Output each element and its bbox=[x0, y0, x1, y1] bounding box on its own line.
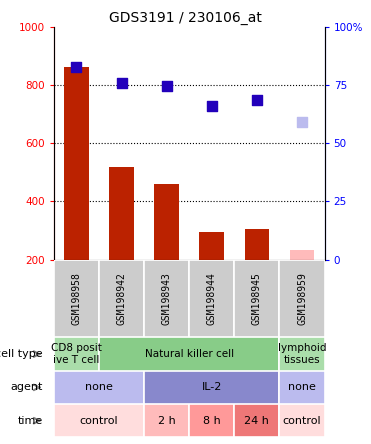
Bar bbox=[144, 260, 189, 337]
Text: control: control bbox=[283, 416, 321, 426]
Bar bbox=[144, 371, 279, 404]
Text: none: none bbox=[288, 382, 316, 392]
Point bbox=[254, 96, 260, 103]
Bar bbox=[234, 260, 279, 337]
Text: control: control bbox=[80, 416, 118, 426]
Bar bbox=[99, 260, 144, 337]
Text: GSM198945: GSM198945 bbox=[252, 272, 262, 325]
Bar bbox=[290, 250, 315, 260]
Text: cell type: cell type bbox=[0, 349, 43, 359]
Bar bbox=[154, 184, 179, 260]
Point bbox=[73, 64, 79, 71]
Text: time: time bbox=[17, 416, 43, 426]
Text: lymphoid
tissues: lymphoid tissues bbox=[278, 343, 326, 365]
Point bbox=[119, 79, 125, 86]
Text: Natural killer cell: Natural killer cell bbox=[145, 349, 234, 359]
Text: IL-2: IL-2 bbox=[201, 382, 222, 392]
Text: GSM198958: GSM198958 bbox=[71, 272, 81, 325]
Bar bbox=[54, 404, 144, 437]
Bar bbox=[99, 337, 279, 371]
Text: CD8 posit
ive T cell: CD8 posit ive T cell bbox=[51, 343, 102, 365]
Text: GDS3191 / 230106_at: GDS3191 / 230106_at bbox=[109, 11, 262, 25]
Point bbox=[164, 83, 170, 90]
Bar bbox=[109, 166, 134, 260]
Bar bbox=[279, 337, 325, 371]
Bar bbox=[64, 67, 89, 260]
Point bbox=[209, 103, 215, 110]
Text: 2 h: 2 h bbox=[158, 416, 175, 426]
Text: GSM198959: GSM198959 bbox=[297, 272, 307, 325]
Point bbox=[299, 119, 305, 126]
Text: agent: agent bbox=[10, 382, 43, 392]
Bar bbox=[189, 260, 234, 337]
Text: 8 h: 8 h bbox=[203, 416, 221, 426]
Bar bbox=[279, 404, 325, 437]
Bar bbox=[54, 260, 99, 337]
Text: GSM198944: GSM198944 bbox=[207, 272, 217, 325]
Bar bbox=[54, 337, 99, 371]
Text: GSM198942: GSM198942 bbox=[116, 272, 127, 325]
Bar bbox=[244, 229, 269, 260]
Bar bbox=[144, 404, 189, 437]
Bar bbox=[279, 260, 325, 337]
Text: 24 h: 24 h bbox=[244, 416, 269, 426]
Bar bbox=[234, 404, 279, 437]
Bar bbox=[189, 404, 234, 437]
Text: none: none bbox=[85, 382, 113, 392]
Bar bbox=[279, 371, 325, 404]
Text: GSM198943: GSM198943 bbox=[162, 272, 172, 325]
Bar bbox=[199, 232, 224, 260]
Bar bbox=[54, 371, 144, 404]
